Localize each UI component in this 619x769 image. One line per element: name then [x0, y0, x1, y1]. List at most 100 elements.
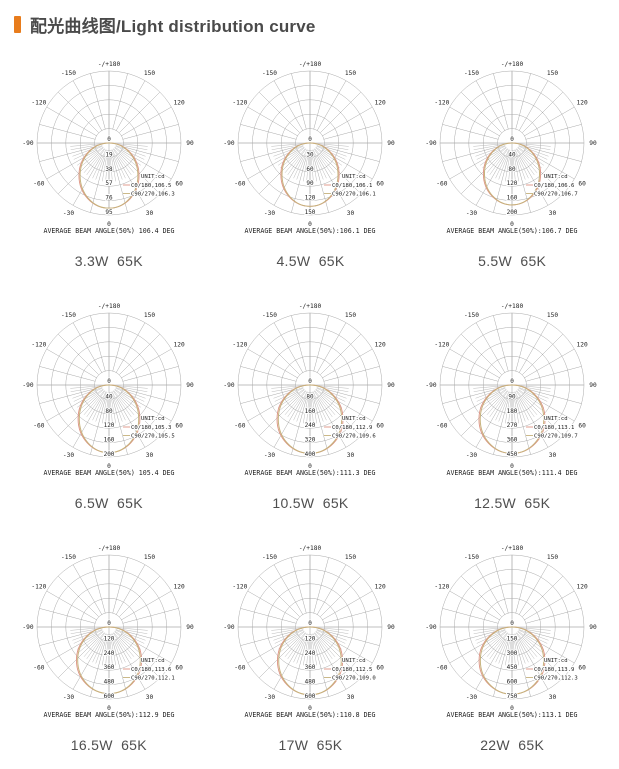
legend-unit: UNIT:cd [544, 658, 568, 664]
polar-spoke [461, 91, 503, 133]
angle-label: 150 [144, 70, 155, 77]
polar-spoke [313, 315, 330, 372]
angle-label: 30 [146, 210, 154, 217]
polar-spoke [493, 315, 509, 372]
polar-fine-spoke [317, 385, 350, 389]
polar-fine-spoke [498, 633, 510, 664]
ring-label: 480 [103, 679, 114, 686]
angle-label: 30 [549, 210, 557, 217]
polar-spoke [259, 153, 301, 195]
angle-label: 60 [175, 665, 183, 672]
angle-label: -30 [466, 694, 477, 701]
polar-spoke [522, 637, 564, 679]
angle-label: 90 [589, 140, 597, 147]
power-caption: 6.5W 65K [74, 495, 143, 511]
polar-spoke [493, 398, 509, 455]
polar-fine-spoke [112, 632, 132, 659]
polar-spoke [313, 156, 330, 213]
legend-unit: UNIT:cd [141, 416, 165, 422]
polar-spoke [118, 91, 160, 133]
ring-label: 38 [105, 166, 113, 173]
polar-spoke [519, 155, 549, 206]
angle-label: -150 [464, 554, 479, 561]
ring-label: 0 [510, 620, 514, 627]
ring-label: 180 [507, 408, 518, 415]
angle-label: 150 [547, 70, 558, 77]
polar-spoke [274, 155, 304, 206]
beam-angle-caption: AVERAGE BEAM ANGLE(50%):113.1 DEG [447, 711, 578, 719]
legend-c90: C90/270,106.3 [131, 192, 175, 198]
polar-fine-spoke [113, 148, 134, 173]
ring-label: 120 [103, 422, 114, 429]
ring-label: 480 [305, 679, 316, 686]
polar-spoke [515, 73, 532, 130]
angle-label: -60 [33, 665, 44, 672]
polar-spoke [317, 639, 347, 690]
polar-spoke [121, 590, 172, 621]
polar-fine-spoke [480, 388, 507, 408]
polar-fine-spoke [72, 145, 103, 157]
polar-fine-spoke [70, 386, 102, 392]
polar-fine-spoke [76, 630, 104, 650]
polar-spoke [72, 564, 102, 615]
legend-c0: C0/180,106.5 [131, 183, 171, 189]
polar-spoke [122, 366, 179, 382]
polar-fine-spoke [73, 629, 103, 644]
angle-label: 120 [577, 100, 588, 107]
angle-label: -/+180 [501, 303, 524, 310]
polar-spoke [322, 391, 373, 422]
ring-label: 0 [510, 378, 514, 385]
polar-fine-spoke [70, 143, 102, 147]
polar-fine-spoke [519, 143, 551, 147]
polar-chart-chart-3-3w: -/+180 -150 150 -120 120 -90 90 -60 60 -30 30 0 0 19 3… [22, 61, 194, 235]
polar-fine-spoke [273, 145, 304, 157]
polar-spoke [121, 633, 172, 664]
angle-label: 90 [186, 140, 194, 147]
polar-fine-spoke [278, 146, 305, 166]
angle-label: 60 [377, 665, 385, 672]
polar-spoke [449, 590, 500, 621]
ring-label: 76 [105, 195, 113, 202]
ring-label: 0 [107, 620, 111, 627]
polar-fine-spoke [482, 389, 507, 411]
angle-label: 90 [388, 140, 396, 147]
angle-label: -/+180 [299, 545, 322, 552]
power-caption: 4.5W 65K [276, 253, 345, 269]
polar-fine-spoke [109, 392, 116, 424]
polar-spoke [115, 322, 146, 373]
ring-label: 240 [103, 650, 114, 657]
chart-cell: -/+180 -150 150 -120 120 -90 90 -60 60 -30 30 0 0 150… [411, 537, 613, 753]
angle-label: -30 [466, 210, 477, 217]
polar-fine-spoke [285, 148, 307, 173]
polar-spoke [57, 637, 99, 679]
curve-c90-270 [79, 142, 139, 209]
polar-fine-spoke [519, 627, 551, 631]
polar-spoke [461, 333, 503, 375]
polar-fine-spoke [495, 149, 510, 179]
polar-spoke [240, 366, 297, 382]
curve-c90-270 [278, 384, 343, 454]
angle-label: 30 [347, 210, 355, 217]
polar-fine-spoke [115, 144, 148, 150]
polar-fine-spoke [86, 390, 105, 417]
polar-spoke [89, 156, 106, 213]
polar-spoke [322, 149, 373, 180]
polar-fine-spoke [517, 389, 543, 411]
angle-label: 30 [146, 694, 154, 701]
polar-spoke [121, 391, 172, 422]
angle-label: -30 [264, 452, 275, 459]
ring-label: 57 [105, 180, 113, 187]
polar-fine-spoke [72, 387, 103, 399]
polar-fine-spoke [303, 392, 310, 424]
angle-label: -150 [61, 312, 76, 319]
polar-spoke [274, 322, 304, 373]
polar-spoke [526, 124, 582, 140]
polar-spoke [324, 366, 381, 382]
polar-fine-spoke [306, 634, 311, 666]
angle-label: -90 [426, 382, 437, 389]
angle-label: 120 [173, 342, 184, 349]
polar-fine-spoke [92, 633, 106, 663]
legend-unit: UNIT:cd [141, 658, 165, 664]
polar-spoke [475, 155, 506, 206]
polar-fine-spoke [317, 144, 349, 150]
